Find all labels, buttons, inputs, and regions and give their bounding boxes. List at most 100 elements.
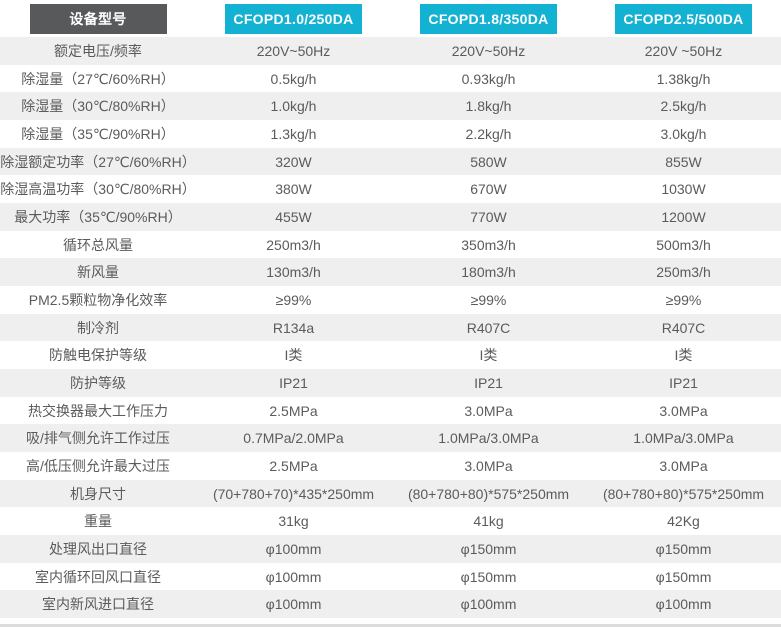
cell-value-model-2: 1.0MPa/3.0MPa <box>438 430 539 447</box>
cell-value-model-3: (80+780+80)*575*250mm <box>602 485 765 502</box>
cell-value-model-3: 250m3/h <box>656 264 711 281</box>
cell-value-model-2: 41kg <box>473 513 504 530</box>
table-bottom-border <box>0 618 781 627</box>
spec-row: 机身尺寸 (70+780+70)*435*250mm (80+780+80)*5… <box>0 479 781 508</box>
cell-value-model-2: 220V~50Hz <box>451 42 526 59</box>
row-label: 防护等级 <box>70 374 126 391</box>
spec-row: 除湿额定功率（27℃/60%RH） 320W 580W 855W <box>0 147 781 176</box>
spec-row: 制冷剂 R134a R407C R407C <box>0 313 781 342</box>
header-cell-model-2: CFOPD1.8/350DA <box>391 0 586 37</box>
cell-value-model-3: φ150mm <box>655 540 712 557</box>
cell-value-model-3: 500m3/h <box>656 236 711 253</box>
spec-row: 室内新风进口直径 φ100mm φ100mm φ100mm <box>0 590 781 619</box>
cell-value-model-1: φ100mm <box>265 568 322 585</box>
cell-value-model-3: R407C <box>661 319 706 336</box>
device-model-header-badge: 设备型号 <box>29 4 167 34</box>
row-label: 处理风出口直径 <box>49 540 147 557</box>
cell-value-model-1: 2.5MPa <box>269 402 318 419</box>
spec-row: PM2.5颗粒物净化效率 ≥99% ≥99% ≥99% <box>0 286 781 314</box>
spec-row: 高/低压侧允许最大过压 2.5MPa 3.0MPa 3.0MPa <box>0 452 781 480</box>
spec-row: 重量 31kg 41kg 42Kg <box>0 507 781 536</box>
model-badge-cfopd1-8: CFOPD1.8/350DA <box>420 4 557 34</box>
table-body: 额定电压/频率 220V~50Hz 220V~50Hz 220V ~50Hz 除… <box>0 37 781 619</box>
spec-row: 防触电保护等级 I类 I类 I类 <box>0 341 781 370</box>
cell-value-model-3: 1200W <box>661 208 706 225</box>
cell-value-model-1: (70+780+70)*435*250mm <box>212 485 375 502</box>
cell-value-model-1: 380W <box>275 181 312 198</box>
row-label: 除湿额定功率（27℃/60%RH） <box>0 153 196 170</box>
row-label: PM2.5颗粒物净化效率 <box>28 291 168 308</box>
cell-value-model-3: 1.0MPa/3.0MPa <box>633 430 734 447</box>
spec-row: 除湿高温功率（30℃/80%RH） 380W 670W 1030W <box>0 175 781 204</box>
header-cell-label-column: 设备型号 <box>0 0 196 37</box>
spec-row: 热交换器最大工作压力 2.5MPa 3.0MPa 3.0MPa <box>0 396 781 425</box>
model-badge-cfopd1-0: CFOPD1.0/250DA <box>225 4 362 34</box>
row-label: 新风量 <box>77 264 119 281</box>
cell-value-model-1: 250m3/h <box>266 236 321 253</box>
cell-value-model-3: 2.5kg/h <box>660 98 707 115</box>
cell-value-model-3: 42Kg <box>667 513 700 530</box>
cell-value-model-3: 220V ~50Hz <box>644 42 723 59</box>
cell-value-model-2: 350m3/h <box>461 236 516 253</box>
cell-value-model-1: 0.7MPa/2.0MPa <box>243 430 344 447</box>
table-header-row: 设备型号 CFOPD1.0/250DA CFOPD1.8/350DA CFOPD… <box>0 0 781 37</box>
cell-value-model-3: 855W <box>665 153 702 170</box>
row-label: 除湿量（30℃/80%RH） <box>21 98 175 115</box>
cell-value-model-2: 770W <box>470 208 507 225</box>
cell-value-model-2: φ150mm <box>460 568 517 585</box>
header-cell-model-3: CFOPD2.5/500DA <box>586 0 781 37</box>
cell-value-model-2: 580W <box>470 153 507 170</box>
cell-value-model-2: (80+780+80)*575*250mm <box>407 485 570 502</box>
model-badge-cfopd2-5: CFOPD2.5/500DA <box>615 4 752 34</box>
row-label: 重量 <box>84 513 112 530</box>
row-label: 循环总风量 <box>63 236 133 253</box>
cell-value-model-3: 1.38kg/h <box>656 70 711 87</box>
spec-row: 新风量 130m3/h 180m3/h 250m3/h <box>0 258 781 287</box>
cell-value-model-2: 0.93kg/h <box>461 70 516 87</box>
spec-row: 除湿量（30℃/80%RH） 1.0kg/h 1.8kg/h 2.5kg/h <box>0 92 781 121</box>
cell-value-model-2: 180m3/h <box>461 264 516 281</box>
spec-row: 防护等级 IP21 IP21 IP21 <box>0 369 781 397</box>
row-label: 额定电压/频率 <box>54 42 142 59</box>
spec-row: 处理风出口直径 φ100mm φ150mm φ150mm <box>0 535 781 563</box>
cell-value-model-2: φ100mm <box>460 596 517 613</box>
spec-row: 循环总风量 250m3/h 350m3/h 500m3/h <box>0 230 781 259</box>
cell-value-model-3: 1030W <box>661 181 706 198</box>
row-label: 吸/排气侧允许工作过压 <box>26 430 170 447</box>
row-label: 除湿量（27℃/60%RH） <box>21 70 175 87</box>
row-label: 热交换器最大工作压力 <box>28 402 168 419</box>
cell-value-model-1: 455W <box>275 208 312 225</box>
cell-value-model-1: 1.0kg/h <box>270 98 317 115</box>
spec-row: 额定电压/频率 220V~50Hz 220V~50Hz 220V ~50Hz <box>0 37 781 65</box>
cell-value-model-3: ≥99% <box>665 291 702 308</box>
row-label: 除湿高温功率（30℃/80%RH） <box>0 181 196 198</box>
cell-value-model-2: IP21 <box>474 374 503 391</box>
row-label: 机身尺寸 <box>70 485 126 502</box>
cell-value-model-3: 3.0MPa <box>659 402 708 419</box>
cell-value-model-2: ≥99% <box>470 291 507 308</box>
spec-row: 除湿量（27℃/60%RH） 0.5kg/h 0.93kg/h 1.38kg/h <box>0 64 781 93</box>
cell-value-model-2: 1.8kg/h <box>465 98 512 115</box>
cell-value-model-2: 3.0MPa <box>464 457 513 474</box>
header-cell-model-1: CFOPD1.0/250DA <box>196 0 391 37</box>
spec-row: 除湿量（35℃/90%RH） 1.3kg/h 2.2kg/h 3.0kg/h <box>0 120 781 148</box>
cell-value-model-3: 3.0kg/h <box>660 125 707 142</box>
row-label: 高/低压侧允许最大过压 <box>26 457 170 474</box>
cell-value-model-3: IP21 <box>669 374 698 391</box>
cell-value-model-2: R407C <box>466 319 511 336</box>
cell-value-model-2: 2.2kg/h <box>465 125 512 142</box>
row-label: 最大功率（35℃/90%RH） <box>14 208 182 225</box>
cell-value-model-1: φ100mm <box>265 540 322 557</box>
cell-value-model-1: 220V~50Hz <box>256 42 331 59</box>
spec-row: 室内循环回风口直径 φ100mm φ150mm φ150mm <box>0 562 781 591</box>
cell-value-model-1: 130m3/h <box>266 264 321 281</box>
cell-value-model-1: ≥99% <box>275 291 312 308</box>
cell-value-model-1: 1.3kg/h <box>270 125 317 142</box>
cell-value-model-1: φ100mm <box>265 596 322 613</box>
cell-value-model-3: φ150mm <box>655 568 712 585</box>
cell-value-model-3: 3.0MPa <box>659 457 708 474</box>
cell-value-model-1: I类 <box>284 347 303 364</box>
row-label: 制冷剂 <box>77 319 119 336</box>
spec-row: 最大功率（35℃/90%RH） 455W 770W 1200W <box>0 203 781 231</box>
